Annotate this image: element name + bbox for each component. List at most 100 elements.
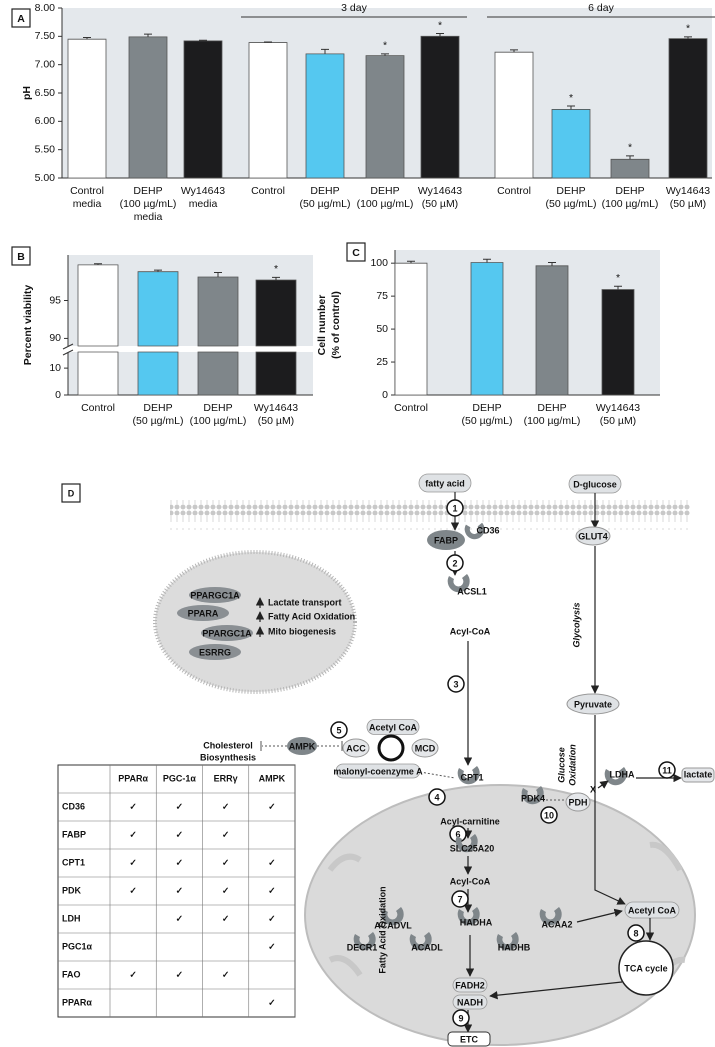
x-tick-label: DEHP — [556, 185, 585, 197]
x-tick-label: Control — [497, 185, 531, 197]
cell-membrane — [170, 500, 690, 530]
table-cell: ✓ — [129, 801, 137, 811]
table-cell: ✓ — [176, 969, 184, 979]
table-cell: FABP — [62, 829, 86, 839]
table-frame — [57, 764, 296, 1018]
bar — [67, 38, 107, 179]
x-tick-label: (100 µg/mL) — [120, 198, 177, 210]
x-tick-label: (100 µg/mL) — [190, 415, 247, 427]
table-cell: ✓ — [176, 885, 184, 895]
table-cell: ✓ — [222, 829, 230, 839]
cycle-arrow — [377, 734, 405, 762]
x-tick-label: DEHP — [203, 402, 232, 414]
bar — [551, 109, 591, 179]
table-cell: ✓ — [268, 913, 276, 923]
bar — [305, 53, 345, 179]
step-number: 1 — [452, 503, 457, 513]
bar — [248, 42, 288, 179]
bar — [470, 262, 504, 396]
table-cell: ✓ — [268, 885, 276, 895]
protein — [447, 574, 470, 593]
kinase — [287, 737, 317, 755]
x-tick-label: (100 µg/mL) — [602, 198, 659, 210]
table-cell: ✓ — [222, 801, 230, 811]
y-tick-label: 50 — [376, 323, 388, 335]
mitochondrion — [304, 784, 696, 1046]
table-cell: FAO — [62, 969, 81, 979]
bar — [420, 35, 460, 179]
step-number: 9 — [458, 1013, 463, 1023]
crista — [649, 841, 683, 872]
table-cell: ✓ — [129, 829, 137, 839]
error-bar — [626, 155, 634, 160]
protein — [496, 932, 519, 951]
x-tick-label: DEHP — [537, 402, 566, 414]
y-tick-label: 25 — [376, 356, 388, 368]
table-cell: ✓ — [129, 857, 137, 867]
step-number: 4 — [434, 792, 439, 802]
step-circle — [446, 554, 464, 572]
transporter — [575, 526, 611, 546]
step-circle — [452, 1009, 470, 1027]
node-box — [418, 473, 472, 493]
x-tick-label: (50 µM) — [258, 415, 294, 427]
diagram-label: FADH2 — [455, 980, 485, 990]
step-number: 3 — [453, 679, 458, 689]
table-cell: ✓ — [222, 969, 230, 979]
table-cell: ✓ — [268, 997, 276, 1007]
error-bar — [94, 263, 102, 265]
x-tick-label: DEHP — [472, 402, 501, 414]
significance-marker: * — [686, 23, 690, 35]
diagram-label: CD36 — [476, 525, 499, 535]
diagram-label: X — [590, 784, 596, 794]
table-cell: ✓ — [222, 857, 230, 867]
protein — [381, 907, 404, 926]
table-cell: PGC1α — [62, 941, 93, 951]
step-circle — [330, 721, 348, 739]
diagram-label: Acyl-carnitine — [440, 816, 500, 826]
x-tick-label: DEHP — [310, 185, 339, 197]
x-tick-label: Control — [394, 402, 428, 414]
diagram-label: HADHA — [460, 917, 493, 927]
crista — [327, 853, 362, 872]
node-box — [366, 719, 420, 735]
diagram-label: DECR1 — [347, 942, 378, 952]
step-number: 5 — [336, 725, 341, 735]
transcription-factor — [189, 587, 241, 603]
table-cell: ✓ — [176, 801, 184, 811]
transcription-factor — [177, 605, 229, 621]
x-tick-label: (50 µM) — [670, 198, 706, 210]
y-tick-label: 8.00 — [35, 2, 56, 14]
step-number: 2 — [452, 558, 457, 568]
table-cell: CPT1 — [62, 857, 85, 867]
crista — [328, 955, 363, 977]
significance-marker: * — [628, 142, 632, 154]
x-tick-label: (50 µg/mL) — [546, 198, 597, 210]
step-circle — [540, 806, 558, 824]
x-tick-label: (50 µM) — [600, 415, 636, 427]
diagram-label: lactate — [684, 769, 713, 779]
diagram-label: PPARGC1A — [202, 628, 252, 638]
node — [565, 792, 591, 812]
table-cell: ERRγ — [214, 773, 238, 783]
x-tick-label: Control — [81, 402, 115, 414]
diagram-label: Mito biogenesis — [268, 626, 336, 636]
y-tick-label: 75 — [376, 290, 388, 302]
diagram-label: ACADVL — [374, 920, 412, 930]
table-cell: CD36 — [62, 801, 85, 811]
diagram-label: Acyl-CoA — [450, 876, 491, 886]
diagram-label: HADHB — [498, 942, 531, 952]
y-tick-label: 100 — [370, 257, 388, 269]
node-box — [447, 1031, 491, 1047]
error-bar — [614, 285, 622, 290]
x-tick-label: Control — [251, 185, 285, 197]
error-bar — [83, 36, 91, 40]
x-tick-label: Wy14643 — [596, 402, 640, 414]
table-cell: ✓ — [222, 885, 230, 895]
y-tick-label: 7.00 — [35, 58, 56, 70]
arrow — [594, 715, 626, 905]
table-cell: ✓ — [129, 969, 137, 979]
step-number: 7 — [457, 894, 462, 904]
y-axis-label: (% of control) — [330, 291, 342, 359]
